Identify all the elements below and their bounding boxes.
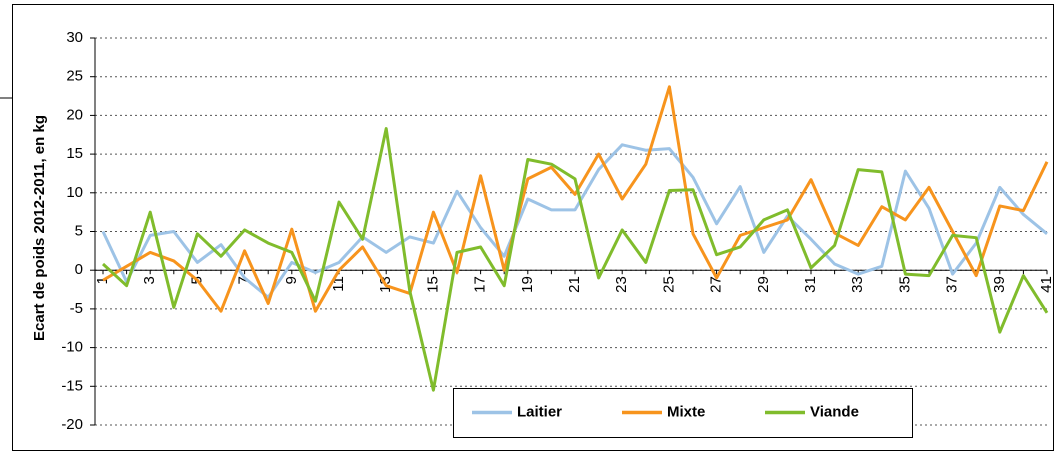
x-tick-label: 3 — [141, 276, 158, 284]
x-tick-label: 35 — [896, 276, 913, 293]
legend-label: Viande — [810, 403, 859, 420]
x-tick-label: 1 — [94, 276, 111, 284]
series-line — [101, 143, 1048, 299]
y-tick-label: 25 — [66, 68, 83, 85]
y-tick-label: 30 — [66, 29, 83, 46]
y-tick-label: 10 — [66, 184, 83, 201]
x-tick-label: 19 — [519, 276, 536, 293]
y-axis-label: Ecart de poids 2012-2011, en kg — [31, 115, 48, 341]
legend-label: Laitier — [517, 403, 562, 420]
x-tick-label: 33 — [849, 276, 866, 293]
x-tick-label: 39 — [991, 276, 1008, 293]
legend-box — [453, 388, 913, 438]
x-tick-label: 29 — [755, 276, 772, 293]
x-tick-label: 7 — [236, 276, 253, 284]
x-tick-label: 27 — [708, 276, 725, 293]
x-tick-label: 41 — [1038, 276, 1055, 293]
x-tick-label: 31 — [802, 276, 819, 293]
y-tick-label: -15 — [61, 377, 83, 394]
x-tick-label: 21 — [566, 276, 583, 293]
y-tick-label: 0 — [75, 261, 83, 278]
legend-label: Mixte — [667, 403, 705, 420]
y-tick-label: -5 — [70, 300, 83, 317]
y-tick-label: 20 — [66, 106, 83, 123]
x-tick-label: 23 — [613, 276, 630, 293]
y-tick-label: -10 — [61, 339, 83, 356]
y-tick-label: 15 — [66, 145, 83, 162]
y-tick-label: -20 — [61, 416, 83, 433]
chart-frame — [12, 4, 1054, 451]
x-tick-label: 37 — [944, 276, 961, 293]
series-line — [101, 127, 1049, 392]
x-tick-label: 17 — [472, 276, 489, 293]
y-tick-label: 5 — [75, 222, 83, 239]
x-tick-label: 15 — [424, 276, 441, 293]
x-tick-label: 9 — [283, 276, 300, 284]
x-tick-label: 25 — [660, 276, 677, 293]
